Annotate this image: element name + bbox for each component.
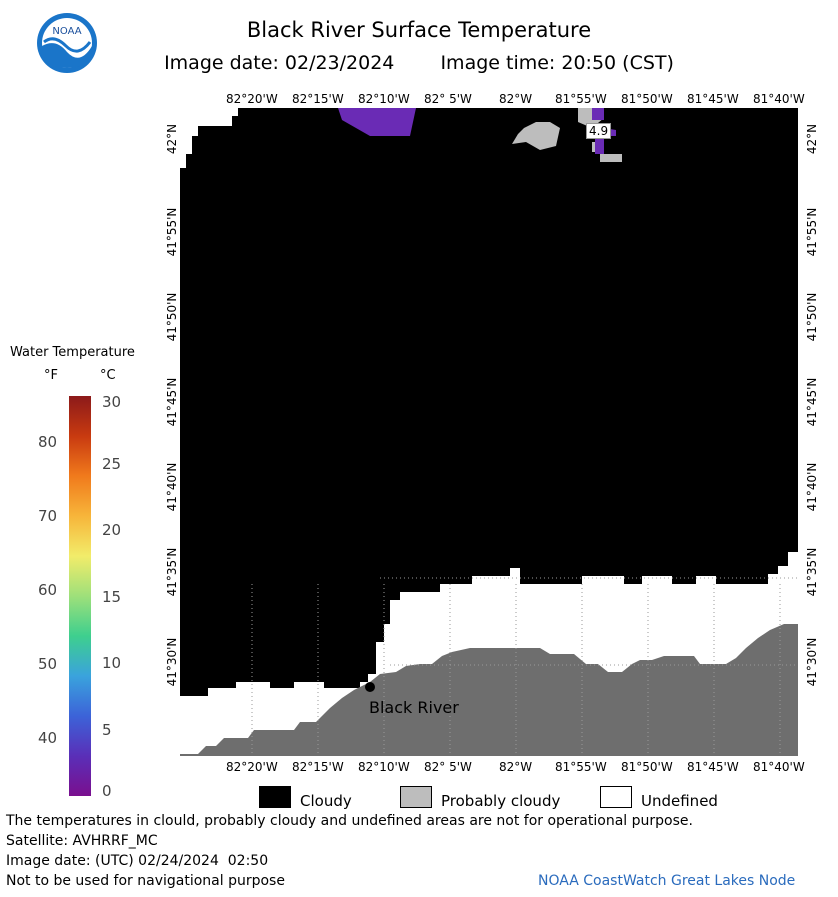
- subtitle: Image date: 02/23/2024 Image time: 20:50…: [0, 52, 838, 74]
- c-tick: 20: [102, 521, 122, 539]
- legend-cloudy-label: Cloudy: [300, 792, 352, 810]
- lat-tick-left: 41°40'N: [165, 462, 179, 512]
- lat-tick-left: 41°55'N: [165, 207, 179, 257]
- lat-tick-left: 41°45'N: [165, 377, 179, 427]
- lon-tick-bottom: 82° 5'W: [424, 760, 472, 774]
- lon-tick-bottom: 82°W: [499, 760, 533, 774]
- page-title: Black River Surface Temperature: [246, 18, 592, 42]
- satellite: Satellite: AVHRRF_MC: [6, 833, 158, 849]
- lon-tick-top: 82°15'W: [292, 92, 344, 106]
- graticule: [251, 577, 798, 756]
- colorbar-title: Water Temperature: [10, 345, 135, 360]
- temperature-map: 4.9 Black River: [180, 108, 798, 756]
- f-tick: 60: [38, 581, 58, 599]
- lon-tick-bottom: 82°10'W: [358, 760, 410, 774]
- lon-tick-bottom: 82°20'W: [226, 760, 278, 774]
- lat-tick-right: 41°55'N: [805, 207, 819, 257]
- probably-cloudy-patch: [512, 122, 560, 150]
- lon-tick-bottom: 81°50'W: [621, 760, 673, 774]
- f-tick: 50: [38, 655, 58, 673]
- lat-tick-right: 41°45'N: [805, 377, 819, 427]
- c-tick: 5: [102, 721, 112, 739]
- lat-tick-left: 41°50'N: [165, 292, 179, 342]
- f-tick: 40: [38, 729, 58, 747]
- lat-tick-right: 41°35'N: [805, 547, 819, 597]
- cold-water-patch: [338, 108, 416, 136]
- lon-tick-bottom: 81°45'W: [687, 760, 739, 774]
- lon-tick-top: 81°45'W: [687, 92, 739, 106]
- land-area: [180, 624, 798, 756]
- lat-tick-left: 42°N: [165, 123, 179, 155]
- c-tick: 0: [102, 782, 112, 800]
- unit-f: °F: [44, 368, 58, 383]
- lon-tick-top: 81°40'W: [753, 92, 805, 106]
- lon-tick-top: 82°20'W: [226, 92, 278, 106]
- lon-tick-bottom: 81°40'W: [753, 760, 805, 774]
- station-marker[interactable]: [365, 682, 375, 692]
- image-date: Image date: 02/23/2024: [164, 52, 395, 74]
- f-tick: 70: [38, 507, 58, 525]
- lon-tick-top: 82° 5'W: [424, 92, 472, 106]
- utc-date: Image date: (UTC) 02/24/2024 02:50: [6, 853, 269, 869]
- logo-text: NOAA: [52, 26, 81, 37]
- disclaimer: The temperatures in clould, probably clo…: [6, 813, 693, 829]
- legend-probably-cloudy-label: Probably cloudy: [441, 792, 561, 810]
- undefined-corner: [180, 108, 238, 168]
- f-tick: 80: [38, 433, 58, 451]
- legend-probably-cloudy-swatch: [400, 786, 432, 808]
- c-tick: 25: [102, 455, 122, 473]
- unit-c: °C: [100, 368, 116, 383]
- legend-undefined-label: Undefined: [641, 792, 718, 810]
- image-time: Image time: 20:50 (CST): [440, 52, 674, 74]
- lat-tick-right: 42°N: [805, 123, 819, 155]
- lat-tick-right: 41°30'N: [805, 637, 819, 687]
- credit-link[interactable]: NOAA CoastWatch Great Lakes Node: [538, 873, 796, 889]
- lon-tick-top: 82°10'W: [358, 92, 410, 106]
- lon-tick-bottom: 82°15'W: [292, 760, 344, 774]
- lon-tick-top: 82°W: [499, 92, 533, 106]
- legend-undefined-swatch: [600, 786, 632, 808]
- lon-tick-top: 81°50'W: [621, 92, 673, 106]
- c-tick: 10: [102, 654, 122, 672]
- station-label: Black River: [369, 698, 459, 717]
- cold-water-patch: [595, 138, 604, 154]
- c-tick: 15: [102, 588, 122, 606]
- nav-warning: Not to be used for navigational purpose: [6, 873, 285, 889]
- temp-label: 4.9: [586, 123, 612, 139]
- legend-cloudy-swatch: [259, 786, 291, 808]
- lat-tick-right: 41°50'N: [805, 292, 819, 342]
- lon-tick-bottom: 81°55'W: [555, 760, 607, 774]
- lon-tick-top: 81°55'W: [555, 92, 607, 106]
- lat-tick-left: 41°30'N: [165, 637, 179, 687]
- c-tick: 30: [102, 393, 122, 411]
- lat-tick-left: 41°35'N: [165, 547, 179, 597]
- colorbar: [69, 396, 91, 796]
- lat-tick-right: 41°40'N: [805, 462, 819, 512]
- noaa-logo: NOAA: [36, 12, 98, 74]
